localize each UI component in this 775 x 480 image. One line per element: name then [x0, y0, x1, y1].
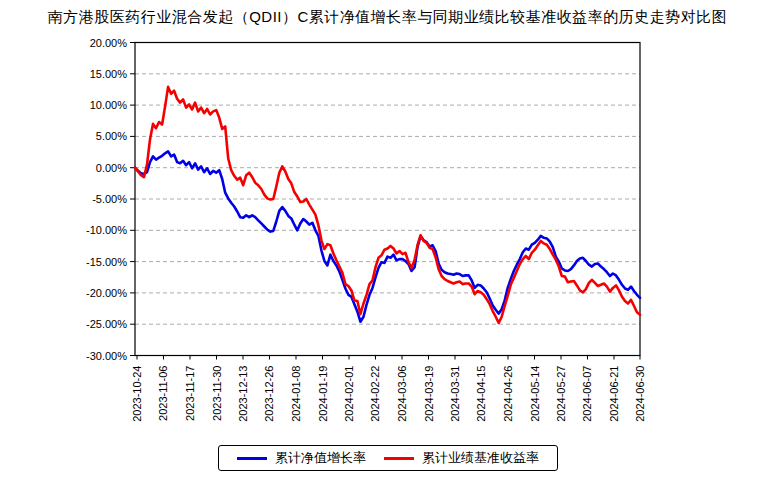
- y-axis-label: -30.00%: [86, 350, 127, 362]
- x-axis-label: 2024-04-26: [502, 366, 514, 422]
- chart-legend: 累计净值增长率 累计业绩基准收益率: [218, 445, 558, 471]
- x-axis-label: 2024-02-01: [343, 366, 355, 422]
- x-axis-label: 2023-12-13: [237, 366, 249, 422]
- x-axis-label: 2024-06-07: [581, 366, 593, 422]
- y-axis-label: 15.00%: [90, 68, 128, 80]
- x-axis-label: 2024-04-15: [475, 365, 487, 421]
- x-axis-label: 2024-06-30: [634, 366, 646, 422]
- x-axis-label: 2023-11-30: [211, 366, 223, 421]
- y-axis-label: -15.00%: [86, 256, 127, 268]
- legend-item-benchmark: 累计业绩基准收益率: [384, 449, 539, 467]
- x-axis-label: 2023-12-26: [263, 366, 275, 422]
- x-axis-label: 2024-03-19: [423, 366, 435, 422]
- y-axis-label: 0.00%: [96, 162, 127, 174]
- x-axis-label: 2024-01-19: [317, 366, 329, 422]
- fund-performance-chart-page: 南方港股医药行业混合发起（QDII）C累计净值增长率与同期业绩比较基准收益率的历…: [0, 0, 775, 480]
- y-axis-label: 10.00%: [90, 99, 128, 111]
- y-axis-label: 20.00%: [90, 37, 128, 49]
- y-axis-label: -20.00%: [86, 287, 127, 299]
- legend-label-nav-growth: 累计净值增长率: [275, 449, 366, 467]
- x-axis-label: 2024-02-22: [369, 366, 381, 422]
- legend-line-sample-blue: [237, 457, 267, 460]
- y-axis-label: 5.00%: [96, 130, 127, 142]
- x-axis-label: 2023-10-24: [131, 366, 143, 422]
- x-axis-label: 2024-05-27: [555, 366, 567, 422]
- x-axis-label: 2024-03-31: [449, 366, 461, 422]
- x-axis-label: 2024-03-06: [396, 366, 408, 422]
- y-axis-label: -10.00%: [86, 224, 127, 236]
- x-axis-label: 2024-05-14: [529, 366, 541, 422]
- series-line-benchmark: [135, 87, 640, 323]
- series-line-nav-growth: [135, 151, 640, 321]
- x-axis-label: 2023-11-17: [184, 366, 196, 421]
- y-axis-label: -25.00%: [86, 318, 127, 330]
- x-axis-label: 2023-11-06: [157, 366, 169, 421]
- legend-label-benchmark: 累计业绩基准收益率: [422, 449, 539, 467]
- x-axis-label: 2024-06-21: [608, 366, 620, 422]
- y-axis-label: -5.00%: [92, 193, 127, 205]
- legend-item-nav-growth: 累计净值增长率: [237, 449, 366, 467]
- x-axis-label: 2024-01-08: [290, 366, 302, 422]
- legend-line-sample-red: [384, 457, 414, 460]
- trend-chart: 20.00% 15.00% 10.00% 5.00% 0.00% -5.00% -10.00…: [0, 0, 775, 442]
